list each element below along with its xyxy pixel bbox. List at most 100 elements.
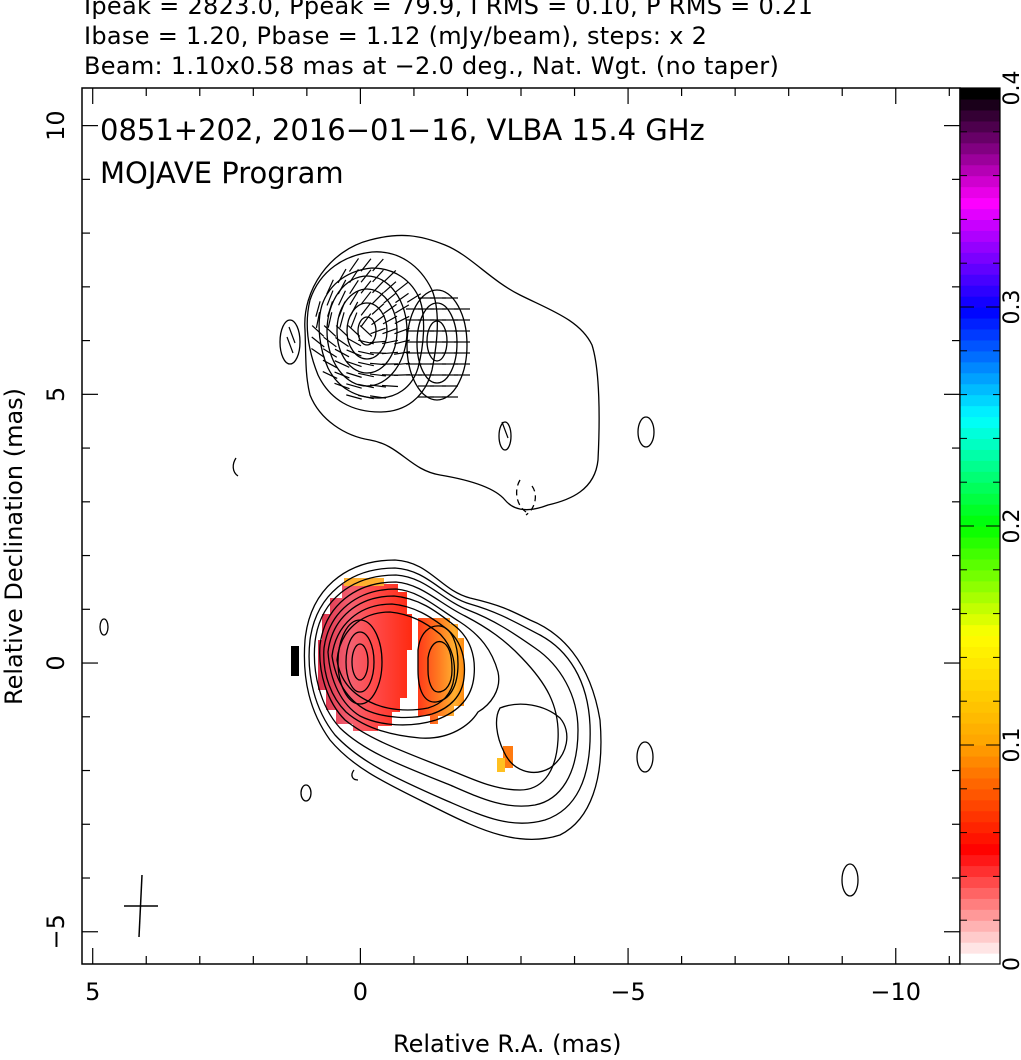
colorbar-band [960, 416, 1000, 429]
colorbar-band [960, 832, 1000, 845]
upper-contours [232, 234, 655, 516]
evpa-tick [335, 336, 349, 348]
colorbar-band [960, 317, 1000, 330]
colorbar-band [960, 372, 1000, 385]
colorbar-band [960, 438, 1000, 450]
colorbar-band [960, 252, 1000, 264]
colorbar-band [960, 285, 1000, 297]
colorbar-band [960, 723, 1000, 735]
x-axis-label: Relative R.A. (mas) [393, 1030, 622, 1058]
colorbar-band [960, 668, 1000, 680]
colorbar-band [960, 558, 1000, 571]
colorbar-band [960, 109, 1000, 122]
evpa-tick [394, 351, 410, 355]
evpa-tick [334, 382, 350, 390]
colorbar-band [960, 942, 1000, 954]
colorbar-band [960, 350, 1000, 363]
colorbar-tick-label: 0.2 [1000, 509, 1021, 544]
colorbar-band [960, 799, 1000, 812]
evpa-tick [349, 290, 359, 306]
evpa-tick [383, 303, 397, 315]
x-tick-label: 0 [353, 978, 368, 1006]
pol-speck-4 [497, 758, 505, 772]
evpa-tick [358, 383, 374, 389]
evpa-tick [339, 312, 345, 328]
colorbar-band [960, 953, 1000, 965]
colorbar-tick-label: 0.1 [1000, 728, 1021, 763]
evpa-tick [338, 301, 346, 317]
evpa-tick [358, 350, 374, 356]
evpa-tick [315, 312, 321, 328]
evpa-tick [358, 361, 374, 367]
evpa-tick [358, 372, 374, 378]
colorbar-band [960, 536, 1000, 549]
header-line-3: Beam: 1.10x0.58 mas at −2.0 deg., Nat. W… [84, 52, 780, 80]
colorbar-band [960, 120, 1000, 133]
evpa-tick [372, 280, 384, 294]
evpa-tick [326, 301, 334, 317]
main-contours [99, 559, 859, 897]
evpa-tick [311, 336, 325, 348]
evpa-tick [346, 337, 362, 347]
core-pol-fill [318, 584, 412, 731]
colorbar-band [960, 186, 1000, 199]
colorbar-band [960, 164, 1000, 177]
colorbar-tick-label: 0.4 [1000, 71, 1021, 106]
evpa-tick [395, 292, 409, 304]
chart-subtitle: MOJAVE Program [100, 156, 344, 190]
evpa-tick [372, 258, 384, 272]
knot-pol-fill [418, 618, 464, 724]
plot-frame [81, 87, 961, 965]
evpa-tick [337, 268, 347, 284]
evpa-tick [381, 351, 399, 355]
evpa-tick [311, 347, 325, 359]
colorbar-band [960, 712, 1000, 724]
colorbar-band [960, 427, 1000, 439]
colorbar-band [960, 635, 1000, 648]
colorbar-band [960, 296, 1000, 308]
evpa-tick [349, 279, 359, 295]
colorbar-band [960, 274, 1000, 286]
colorbar-band [960, 580, 1000, 593]
evpa-tick [326, 290, 334, 306]
colorbar-band [960, 493, 1000, 505]
colorbar-band [960, 766, 1000, 779]
colorbar-band [960, 569, 1000, 582]
evpa-tick [383, 270, 397, 282]
colorbar-band [960, 876, 1000, 888]
evpa-tick [395, 281, 409, 293]
colorbar-band [960, 208, 1000, 220]
evpa-tick [370, 327, 386, 335]
evpa-tick [382, 315, 398, 325]
evpa-tick [383, 281, 397, 293]
colorbar-tick-label: 0.3 [1000, 290, 1021, 325]
x-tick-label: −5 [610, 978, 645, 1006]
colorbar-band [960, 865, 1000, 877]
colorbar-band [960, 843, 1000, 856]
colorbar-band [960, 219, 1000, 231]
colorbar-band [960, 931, 1000, 943]
evpa-tick [360, 280, 372, 294]
evpa-tick [337, 279, 347, 295]
colorbar-band [960, 460, 1000, 472]
evpa-tick [382, 327, 398, 335]
colorbar-band [960, 624, 1000, 637]
colorbar-band [960, 591, 1000, 604]
colorbar-band [960, 898, 1000, 910]
colorbar-band [960, 745, 1000, 757]
y-axis-label: Relative Declination (mas) [0, 387, 28, 705]
colorbar-band [960, 646, 1000, 658]
evpa-tick [371, 291, 385, 305]
colorbar-band [960, 701, 1000, 713]
colorbar-band [960, 482, 1000, 494]
evpa-tick [369, 340, 387, 344]
colorbar-band [960, 657, 1000, 669]
evpa-tick [381, 384, 399, 388]
colorbar-band [960, 920, 1000, 932]
colorbar-band [960, 504, 1000, 516]
evpa-tick [334, 348, 350, 358]
pol-speck-1 [344, 578, 384, 586]
evpa-tick [360, 269, 372, 283]
colorbar-band [960, 515, 1000, 527]
